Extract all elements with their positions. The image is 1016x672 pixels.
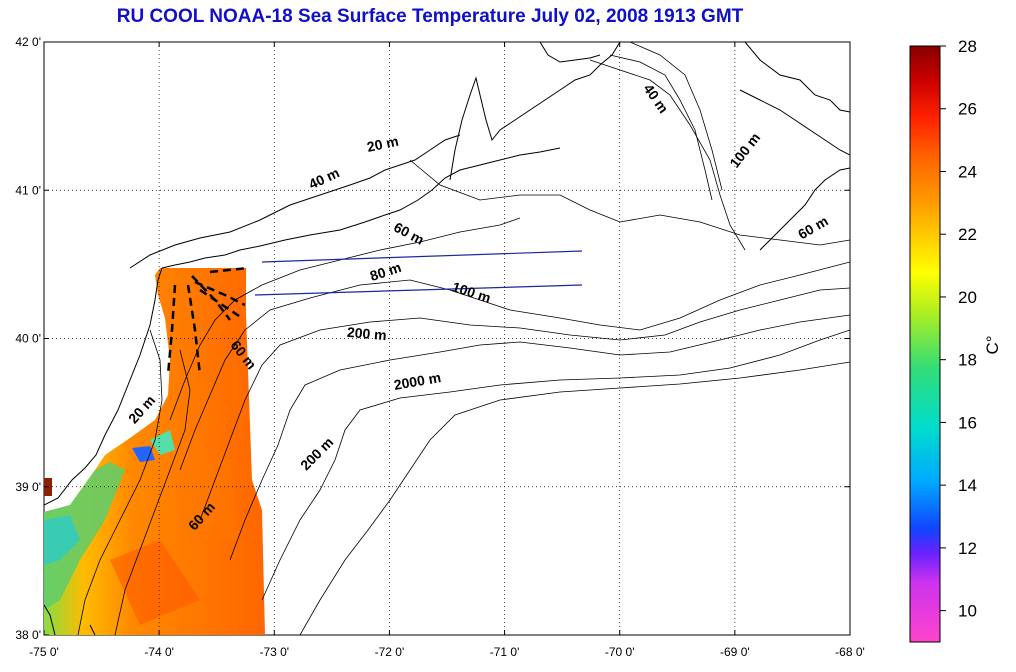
colorbar-gradient bbox=[909, 45, 941, 643]
x-tick-label: -69 0' bbox=[720, 645, 750, 659]
contour-label: 20 m bbox=[365, 133, 400, 155]
contour-label: 200 m bbox=[346, 324, 387, 343]
colorbar-ticks: 28 26 24 22 20 18 16 14 12 10 bbox=[940, 37, 977, 621]
y-tick-label: 39 0' bbox=[15, 480, 41, 494]
colorbar-tick-label: 26 bbox=[958, 100, 977, 119]
colorbar-tick-label: 10 bbox=[958, 602, 977, 621]
coastline bbox=[44, 42, 850, 635]
colorbar-unit-label: C° bbox=[983, 335, 1002, 354]
x-axis-ticks: -75 0' -74 0' -73 0' -72 0' -71 0' -70 0' -69 … bbox=[29, 42, 865, 659]
x-tick-label: -74 0' bbox=[144, 645, 174, 659]
colorbar-tick-label: 12 bbox=[958, 539, 977, 558]
colorbar-tick-label: 18 bbox=[958, 351, 977, 370]
x-tick-label: -73 0' bbox=[259, 645, 289, 659]
y-tick-label: 40 0' bbox=[15, 332, 41, 346]
x-tick-label: -68 0' bbox=[835, 645, 865, 659]
x-tick-label: -75 0' bbox=[29, 645, 59, 659]
colorbar-tick-label: 24 bbox=[958, 162, 977, 181]
colorbar-tick-label: 20 bbox=[958, 288, 977, 307]
colorbar-tick-label: 22 bbox=[958, 225, 977, 244]
map-grid bbox=[44, 42, 850, 635]
y-tick-label: 42 0' bbox=[15, 35, 41, 49]
bathymetry-contours bbox=[77, 42, 850, 635]
sst-data-patch bbox=[44, 268, 265, 635]
map-title: RU COOL NOAA-18 Sea Surface Temperature … bbox=[116, 6, 744, 27]
colorbar-tick-label: 14 bbox=[958, 476, 977, 495]
x-tick-label: -70 0' bbox=[605, 645, 635, 659]
y-axis-ticks: 42 0' 41 0' 40 0' 39 0' 38 0' bbox=[15, 35, 850, 642]
x-tick-label: -72 0' bbox=[375, 645, 405, 659]
x-tick-label: -71 0' bbox=[490, 645, 520, 659]
survey-lines bbox=[254, 250, 583, 296]
colorbar-tick-label: 28 bbox=[958, 37, 977, 56]
y-tick-label: 38 0' bbox=[15, 628, 41, 642]
colorbar: 28 26 24 22 20 18 16 14 12 10 C° bbox=[909, 37, 1002, 643]
glider-tracks bbox=[166, 266, 249, 376]
y-tick-label: 41 0' bbox=[15, 183, 41, 197]
colorbar-tick-label: 16 bbox=[958, 413, 977, 432]
